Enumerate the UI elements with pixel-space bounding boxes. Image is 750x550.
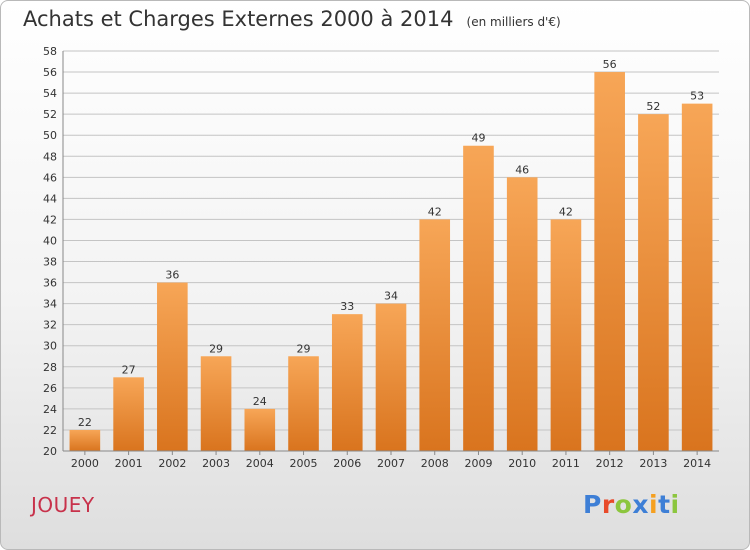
- logo-letter: i: [649, 490, 659, 519]
- x-tick-label: 2006: [333, 457, 361, 470]
- bar: [681, 103, 713, 451]
- logo-letter: t: [658, 490, 671, 519]
- y-tick-label: 54: [43, 87, 57, 100]
- x-tick-label: 2007: [377, 457, 405, 470]
- axes: [62, 51, 719, 455]
- x-tick-label: 2011: [552, 457, 580, 470]
- bar-value-label: 29: [297, 342, 311, 355]
- bar-value-label: 22: [78, 416, 92, 429]
- commune-name: JOUEY: [31, 493, 95, 517]
- bar-value-label: 46: [515, 163, 529, 176]
- y-tick-label: 36: [43, 277, 57, 290]
- y-tick-label: 58: [43, 45, 57, 58]
- logo-letter: P: [583, 490, 602, 519]
- bar-value-label: 34: [384, 290, 398, 303]
- bar: [157, 282, 188, 451]
- bar-value-label: 56: [603, 58, 617, 71]
- bar: [638, 114, 669, 451]
- y-tick-label: 32: [43, 319, 57, 332]
- x-tick-label: 2005: [290, 457, 318, 470]
- logo-letter: i: [670, 490, 680, 519]
- bar-value-label: 52: [646, 100, 660, 113]
- y-tick-label: 20: [43, 445, 57, 458]
- bar-value-label: 53: [690, 90, 704, 103]
- bar-value-label: 49: [471, 132, 485, 145]
- x-tick-label: 2010: [508, 457, 536, 470]
- bar-value-label: 42: [428, 205, 442, 218]
- y-tick-label: 50: [43, 129, 57, 142]
- bar: [331, 314, 363, 451]
- y-tick-label: 42: [43, 213, 57, 226]
- x-tick-label: 2014: [683, 457, 711, 470]
- x-tick-label: 2001: [115, 457, 143, 470]
- bar: [375, 303, 407, 451]
- bar: [594, 72, 625, 451]
- bar-value-label: 24: [253, 395, 267, 408]
- bar: [550, 219, 582, 451]
- x-tick-label: 2013: [639, 457, 667, 470]
- x-tick-label: 2004: [246, 457, 274, 470]
- chart-unit: (en milliers d'€): [466, 15, 561, 29]
- bar-value-label: 36: [165, 269, 179, 282]
- y-tick-label: 38: [43, 256, 57, 269]
- bar: [69, 429, 101, 451]
- bar-value-label: 33: [340, 300, 354, 313]
- bar-value-label: 27: [122, 363, 136, 376]
- proxiti-logo: Proxiti: [583, 490, 680, 519]
- bar-value-label: 29: [209, 342, 223, 355]
- chart-title: Achats et Charges Externes 2000 à 2014: [23, 7, 454, 31]
- y-tick-label: 26: [43, 382, 57, 395]
- bar: [244, 408, 276, 451]
- logo-letter: r: [601, 490, 615, 519]
- logo-letter: o: [614, 490, 633, 519]
- y-tick-label: 40: [43, 234, 57, 247]
- bar: [288, 356, 319, 451]
- bar: [463, 145, 494, 451]
- x-tick-label: 2000: [71, 457, 99, 470]
- y-tick-label: 22: [43, 424, 57, 437]
- bar-value-label: 42: [559, 205, 573, 218]
- y-tick-label: 30: [43, 340, 57, 353]
- x-tick-label: 2003: [202, 457, 230, 470]
- bars: [69, 72, 713, 451]
- bar: [200, 356, 232, 451]
- y-tick-label: 24: [43, 403, 57, 416]
- y-tick-label: 46: [43, 171, 57, 184]
- x-tick-label: 2008: [421, 457, 449, 470]
- chart-title-block: Achats et Charges Externes 2000 à 2014 (…: [23, 7, 561, 31]
- y-tick-label: 48: [43, 150, 57, 163]
- x-tick-label: 2009: [464, 457, 492, 470]
- labels: 20 22 24 26 28 30 32 34 36 38 40 42 44 46 48 50 52 54 56 58…: [43, 45, 711, 470]
- y-tick-label: 52: [43, 108, 57, 121]
- bar: [419, 219, 451, 451]
- y-tick-label: 56: [43, 66, 57, 79]
- y-tick-label: 44: [43, 192, 57, 205]
- x-tick-label: 2002: [158, 457, 186, 470]
- logo-letter: x: [632, 490, 649, 519]
- y-tick-label: 34: [43, 298, 57, 311]
- y-tick-label: 28: [43, 361, 57, 374]
- bar: [113, 377, 144, 451]
- bar: [506, 177, 538, 451]
- x-tick-label: 2012: [596, 457, 624, 470]
